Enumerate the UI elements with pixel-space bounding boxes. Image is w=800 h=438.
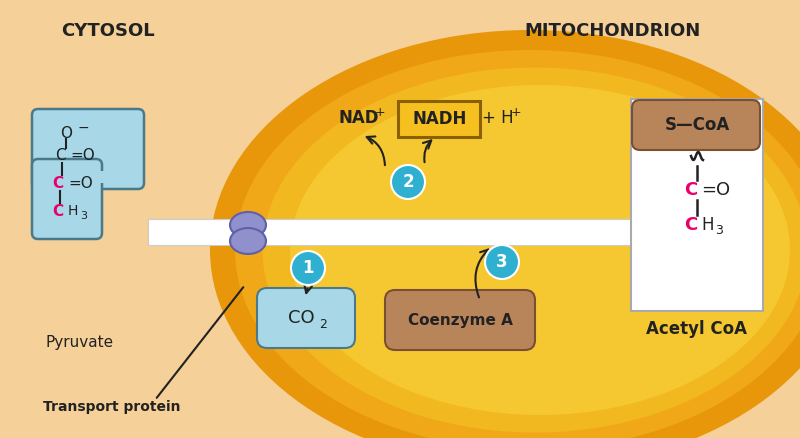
Text: 1: 1 bbox=[302, 259, 314, 277]
Text: =O: =O bbox=[701, 181, 730, 199]
Text: C: C bbox=[53, 204, 63, 219]
Text: 3: 3 bbox=[80, 211, 87, 221]
FancyArrowPatch shape bbox=[366, 137, 385, 165]
Text: =O: =O bbox=[70, 148, 94, 162]
Text: Coenzyme A: Coenzyme A bbox=[407, 312, 513, 328]
Bar bbox=[44, 165, 90, 190]
Ellipse shape bbox=[210, 30, 800, 438]
Text: S—CoA: S—CoA bbox=[664, 116, 730, 134]
Text: C: C bbox=[54, 148, 66, 162]
FancyBboxPatch shape bbox=[632, 100, 760, 150]
FancyBboxPatch shape bbox=[398, 101, 480, 137]
FancyArrowPatch shape bbox=[423, 141, 431, 162]
FancyBboxPatch shape bbox=[32, 159, 102, 239]
Ellipse shape bbox=[230, 212, 266, 238]
FancyBboxPatch shape bbox=[385, 290, 535, 350]
Bar bbox=[148, 219, 660, 245]
FancyBboxPatch shape bbox=[32, 109, 144, 189]
Text: 3: 3 bbox=[496, 253, 508, 271]
Text: 3: 3 bbox=[715, 225, 723, 237]
Text: 2: 2 bbox=[402, 173, 414, 191]
FancyArrow shape bbox=[660, 207, 747, 257]
Text: C: C bbox=[53, 176, 63, 191]
Text: +: + bbox=[375, 106, 386, 119]
Text: H: H bbox=[68, 204, 78, 218]
Text: 2: 2 bbox=[319, 318, 327, 331]
Text: MITOCHONDRION: MITOCHONDRION bbox=[524, 22, 700, 40]
Text: + H: + H bbox=[482, 109, 514, 127]
Text: O: O bbox=[60, 126, 72, 141]
Text: NAD: NAD bbox=[338, 109, 378, 127]
Ellipse shape bbox=[230, 228, 266, 254]
Text: CO: CO bbox=[288, 309, 314, 327]
Text: Acetyl CoA: Acetyl CoA bbox=[646, 320, 747, 338]
Ellipse shape bbox=[290, 85, 790, 415]
Bar bbox=[90, 171, 140, 183]
Text: −: − bbox=[78, 121, 90, 135]
Text: +: + bbox=[511, 106, 522, 119]
Ellipse shape bbox=[262, 67, 800, 432]
Text: NADH: NADH bbox=[413, 110, 467, 128]
Text: H: H bbox=[701, 216, 714, 234]
Text: Transport protein: Transport protein bbox=[43, 400, 181, 414]
Text: Pyruvate: Pyruvate bbox=[46, 335, 114, 350]
Text: CYTOSOL: CYTOSOL bbox=[61, 22, 155, 40]
FancyBboxPatch shape bbox=[631, 99, 763, 311]
Ellipse shape bbox=[235, 50, 800, 438]
FancyBboxPatch shape bbox=[257, 288, 355, 348]
Text: C: C bbox=[684, 181, 698, 199]
FancyArrowPatch shape bbox=[304, 285, 312, 293]
Text: C: C bbox=[684, 216, 698, 234]
Circle shape bbox=[485, 245, 519, 279]
Circle shape bbox=[291, 251, 325, 285]
Circle shape bbox=[391, 165, 425, 199]
Text: =O: =O bbox=[68, 176, 93, 191]
FancyArrowPatch shape bbox=[475, 250, 488, 297]
